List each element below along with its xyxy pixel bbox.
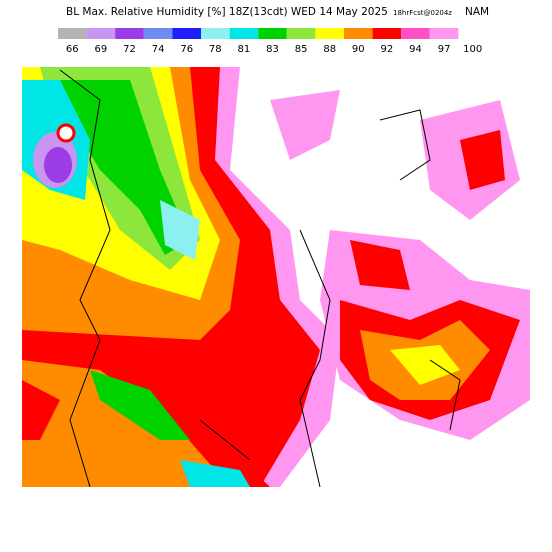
- field-spot: [56, 123, 76, 143]
- legend-label: 76: [180, 44, 193, 55]
- legend-swatch: [344, 28, 373, 39]
- humidity-field: [22, 67, 530, 487]
- legend-label: 69: [95, 44, 108, 55]
- legend-swatch: [401, 28, 430, 39]
- model-name: NAM: [465, 6, 489, 18]
- legend-swatch: [429, 28, 459, 39]
- legend-swatch: [315, 28, 344, 39]
- legend-label: 88: [323, 44, 336, 55]
- field-90-south: [22, 360, 230, 487]
- legend-label: 97: [438, 44, 451, 55]
- legend-label: 74: [152, 44, 165, 55]
- legend-swatch: [258, 28, 287, 39]
- forecast-time: 18hrFcst@0204z: [393, 9, 452, 17]
- legend-swatch: [143, 28, 173, 39]
- legend-label: 92: [381, 44, 394, 55]
- legend-label: 72: [123, 44, 136, 55]
- legend-swatch: [115, 28, 144, 39]
- boundaries: [59, 69, 461, 487]
- field-78: [160, 200, 200, 260]
- legend-swatch: [229, 28, 259, 39]
- legend-label: 85: [295, 44, 308, 55]
- color-legend: 66 69 72 74 76 78 81 83 85 88 90 92 94 97 100: [58, 28, 482, 55]
- legend-swatch: [58, 28, 87, 39]
- field-92-center: [350, 240, 410, 290]
- field-88-east: [390, 345, 460, 385]
- legend-label: 66: [66, 44, 79, 55]
- legend-label: 100: [463, 44, 482, 55]
- legend-swatch: [86, 28, 116, 39]
- field-83: [60, 80, 190, 255]
- field-72: [44, 147, 72, 183]
- legend-label: 83: [266, 44, 279, 55]
- legend-label: 78: [209, 44, 222, 55]
- title: BL Max. Relative Humidity [%] 18Z(13cdt)…: [66, 6, 388, 18]
- map: [22, 67, 530, 487]
- field-81-south: [180, 460, 250, 487]
- legend-swatch: [286, 28, 316, 39]
- legend-label: 94: [409, 44, 422, 55]
- field-92-sw: [22, 380, 60, 440]
- legend-swatch: [172, 28, 201, 39]
- field-83-south: [90, 370, 190, 440]
- legend-swatch: [372, 28, 402, 39]
- legend-swatch: [201, 28, 230, 39]
- field-97-north: [270, 90, 340, 160]
- legend-label: 90: [352, 44, 365, 55]
- field-92-ne: [460, 130, 505, 190]
- legend-label: 81: [238, 44, 251, 55]
